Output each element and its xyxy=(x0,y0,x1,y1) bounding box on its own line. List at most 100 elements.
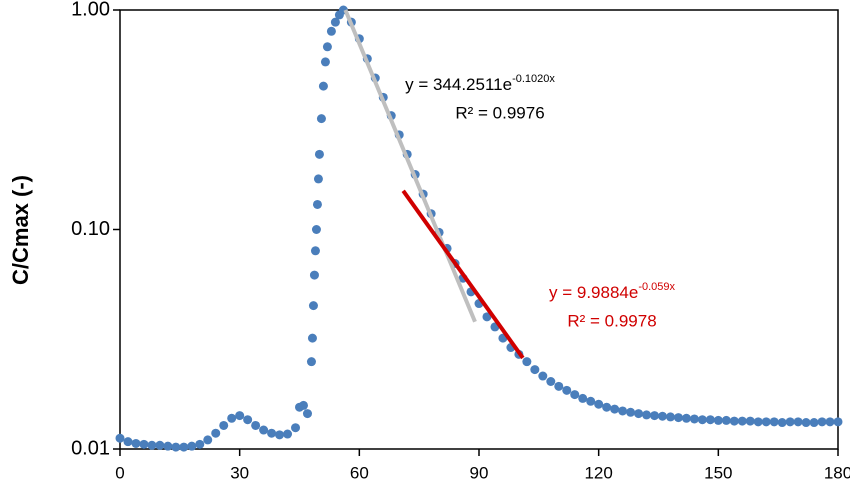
data-point xyxy=(482,312,492,322)
data-point xyxy=(219,420,229,430)
y-tick-label: 0.10 xyxy=(71,218,110,240)
data-point xyxy=(308,301,318,311)
data-point xyxy=(817,417,827,427)
data-point xyxy=(313,174,323,184)
data-point xyxy=(322,42,332,52)
r-squared: R² = 0.9978 xyxy=(567,311,656,330)
data-point xyxy=(681,413,691,423)
data-point xyxy=(673,413,683,423)
data-point xyxy=(642,410,652,420)
data-point xyxy=(187,441,197,451)
equation-main: y = 344.2511e xyxy=(405,75,512,94)
data-point xyxy=(309,270,319,280)
data-point xyxy=(227,413,237,423)
data-point xyxy=(306,357,316,367)
x-tick-label: 90 xyxy=(470,463,489,482)
x-tick-label: 180 xyxy=(824,463,850,482)
data-point xyxy=(311,225,321,234)
data-point xyxy=(713,415,723,425)
data-point xyxy=(665,412,675,422)
data-point xyxy=(195,439,205,449)
x-tick-label: 60 xyxy=(350,463,369,482)
y-tick-label: 0.01 xyxy=(71,437,110,459)
data-point xyxy=(139,439,149,449)
data-point xyxy=(825,417,835,427)
data-point xyxy=(243,415,253,425)
data-point xyxy=(123,437,133,447)
data-point xyxy=(155,440,165,450)
data-point xyxy=(594,399,604,409)
data-point xyxy=(769,417,779,427)
x-tick-label: 30 xyxy=(230,463,249,482)
x-tick-label: 0 xyxy=(115,463,124,482)
data-point xyxy=(618,406,628,416)
data-point xyxy=(259,425,269,435)
data-point xyxy=(538,371,548,381)
data-point xyxy=(657,411,667,421)
data-point xyxy=(634,409,644,419)
data-point xyxy=(562,385,572,395)
data-point xyxy=(318,81,328,91)
data-point xyxy=(737,416,747,426)
data-point xyxy=(793,417,803,427)
data-point xyxy=(650,411,660,421)
x-tick-label: 150 xyxy=(704,463,732,482)
data-point xyxy=(777,418,787,428)
data-point xyxy=(546,377,556,387)
data-point xyxy=(171,442,181,452)
data-point xyxy=(530,365,540,375)
data-point xyxy=(729,416,739,426)
data-point xyxy=(801,418,811,428)
data-point xyxy=(721,415,731,425)
data-point xyxy=(312,199,322,209)
data-point xyxy=(251,420,261,430)
data-point xyxy=(833,417,843,427)
data-point xyxy=(115,433,125,443)
data-point xyxy=(275,430,285,440)
equation-exponent: -0.059x xyxy=(638,281,675,293)
x-tick-label: 120 xyxy=(584,463,612,482)
trend-equation: y = 9.9884e-0.059x xyxy=(549,281,676,303)
r-squared: R² = 0.9976 xyxy=(455,103,544,122)
data-point xyxy=(316,114,326,124)
data-point xyxy=(689,414,699,424)
equation-main: y = 9.9884e xyxy=(549,283,638,302)
trendline xyxy=(401,189,525,360)
data-point xyxy=(570,390,580,400)
data-point xyxy=(705,415,715,425)
data-point xyxy=(211,428,221,438)
data-point xyxy=(307,333,317,343)
y-tick-label: 1.00 xyxy=(71,0,110,20)
data-point xyxy=(626,407,636,417)
data-point xyxy=(147,440,157,450)
data-point xyxy=(291,423,301,433)
data-point xyxy=(310,246,320,256)
data-point xyxy=(314,149,324,159)
data-point xyxy=(785,417,795,427)
data-point xyxy=(578,393,588,403)
data-point xyxy=(320,57,330,67)
data-point xyxy=(761,417,771,427)
data-point xyxy=(283,429,293,439)
data-point xyxy=(522,357,532,367)
data-point xyxy=(235,411,245,421)
trend-equation: y = 344.2511e-0.1020x xyxy=(405,73,555,95)
data-point xyxy=(586,396,596,406)
data-point xyxy=(697,415,707,425)
data-point xyxy=(131,438,141,448)
data-point xyxy=(203,435,213,445)
data-point xyxy=(554,381,564,391)
data-point xyxy=(163,441,173,451)
data-point xyxy=(326,26,336,36)
data-point xyxy=(610,404,620,414)
data-point xyxy=(809,418,819,428)
y-axis-label: C/Cmax (-) xyxy=(8,175,33,285)
data-point xyxy=(179,442,189,452)
data-point xyxy=(298,400,308,410)
data-point xyxy=(753,417,763,427)
data-point xyxy=(302,409,312,419)
equation-exponent: -0.1020x xyxy=(512,73,555,85)
data-point xyxy=(267,428,277,438)
trendline xyxy=(343,9,477,323)
